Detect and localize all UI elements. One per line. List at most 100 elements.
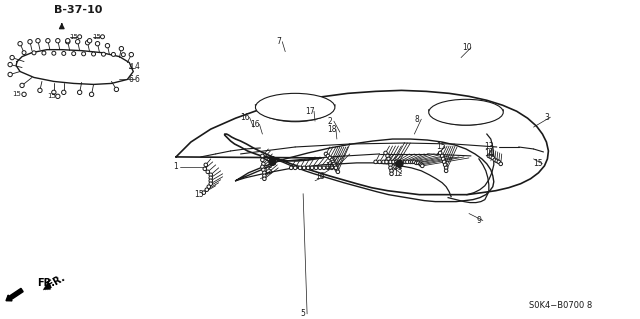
Circle shape (388, 160, 392, 164)
Circle shape (203, 167, 207, 171)
Circle shape (65, 40, 70, 44)
Circle shape (419, 162, 422, 166)
Circle shape (45, 39, 50, 43)
Circle shape (102, 52, 106, 56)
Text: 15: 15 (13, 91, 22, 97)
Circle shape (388, 166, 392, 170)
Circle shape (298, 166, 302, 170)
Circle shape (204, 163, 207, 167)
Circle shape (85, 41, 90, 45)
Text: 8: 8 (415, 115, 420, 124)
Circle shape (386, 154, 389, 158)
Text: 15: 15 (69, 34, 78, 40)
Circle shape (322, 166, 326, 170)
Circle shape (415, 161, 418, 165)
Text: B-37-10: B-37-10 (54, 5, 102, 15)
Circle shape (442, 157, 445, 161)
Circle shape (111, 52, 115, 56)
Text: 17: 17 (305, 107, 315, 116)
Circle shape (334, 166, 338, 170)
Circle shape (420, 164, 424, 168)
Circle shape (396, 160, 403, 167)
Circle shape (8, 63, 12, 67)
Ellipse shape (255, 93, 335, 121)
Circle shape (42, 51, 46, 55)
Circle shape (442, 160, 446, 164)
Circle shape (289, 166, 293, 170)
Circle shape (495, 159, 499, 163)
Circle shape (95, 41, 100, 46)
Circle shape (493, 158, 497, 162)
Ellipse shape (429, 99, 503, 125)
Circle shape (444, 166, 448, 170)
Circle shape (56, 94, 60, 99)
Text: 15: 15 (436, 143, 446, 152)
Circle shape (32, 51, 36, 55)
Circle shape (209, 182, 212, 186)
Circle shape (392, 160, 396, 164)
Circle shape (76, 40, 80, 44)
Circle shape (307, 166, 310, 170)
Circle shape (77, 90, 82, 94)
Circle shape (65, 39, 70, 43)
Circle shape (328, 156, 332, 160)
Circle shape (260, 165, 264, 169)
Circle shape (90, 92, 94, 97)
Text: 2: 2 (328, 117, 332, 126)
Text: 6: 6 (129, 75, 134, 84)
Circle shape (388, 160, 391, 164)
Text: S0K4−B0700 8: S0K4−B0700 8 (529, 301, 592, 310)
Circle shape (406, 160, 409, 164)
Circle shape (10, 56, 14, 60)
Circle shape (206, 170, 209, 174)
Circle shape (324, 152, 328, 156)
Circle shape (335, 168, 339, 172)
Circle shape (374, 160, 378, 164)
Text: 15: 15 (92, 34, 101, 40)
Circle shape (28, 40, 32, 44)
Circle shape (384, 151, 387, 155)
Circle shape (72, 52, 76, 56)
Circle shape (82, 52, 86, 56)
Circle shape (20, 83, 24, 88)
Circle shape (417, 161, 420, 165)
Circle shape (18, 41, 22, 46)
Circle shape (330, 158, 333, 162)
Circle shape (326, 166, 330, 170)
Circle shape (390, 169, 394, 173)
Text: 6: 6 (135, 75, 140, 84)
Circle shape (440, 154, 444, 158)
Text: ◀FR.: ◀FR. (40, 272, 67, 294)
Circle shape (332, 162, 336, 166)
Circle shape (209, 173, 212, 177)
Circle shape (22, 92, 26, 97)
Circle shape (92, 52, 95, 56)
Circle shape (38, 88, 42, 93)
Circle shape (413, 160, 416, 164)
Circle shape (419, 163, 423, 167)
Circle shape (388, 163, 392, 167)
Circle shape (262, 168, 265, 172)
Circle shape (56, 39, 60, 43)
Circle shape (262, 162, 265, 166)
Circle shape (262, 177, 266, 181)
Circle shape (390, 172, 394, 175)
Circle shape (205, 188, 209, 191)
Text: 11: 11 (393, 162, 402, 171)
Circle shape (260, 158, 264, 162)
Circle shape (334, 166, 338, 170)
Circle shape (88, 39, 92, 43)
Circle shape (487, 154, 491, 158)
Text: 16: 16 (251, 120, 260, 129)
Text: 4: 4 (129, 63, 134, 72)
Circle shape (52, 90, 56, 94)
Text: FR.: FR. (37, 278, 55, 288)
Circle shape (333, 164, 337, 168)
Text: 16: 16 (241, 113, 250, 122)
Circle shape (404, 160, 407, 164)
Circle shape (326, 154, 330, 158)
Circle shape (318, 166, 322, 170)
Circle shape (260, 154, 264, 158)
Text: 13: 13 (484, 143, 493, 152)
Circle shape (52, 51, 56, 55)
